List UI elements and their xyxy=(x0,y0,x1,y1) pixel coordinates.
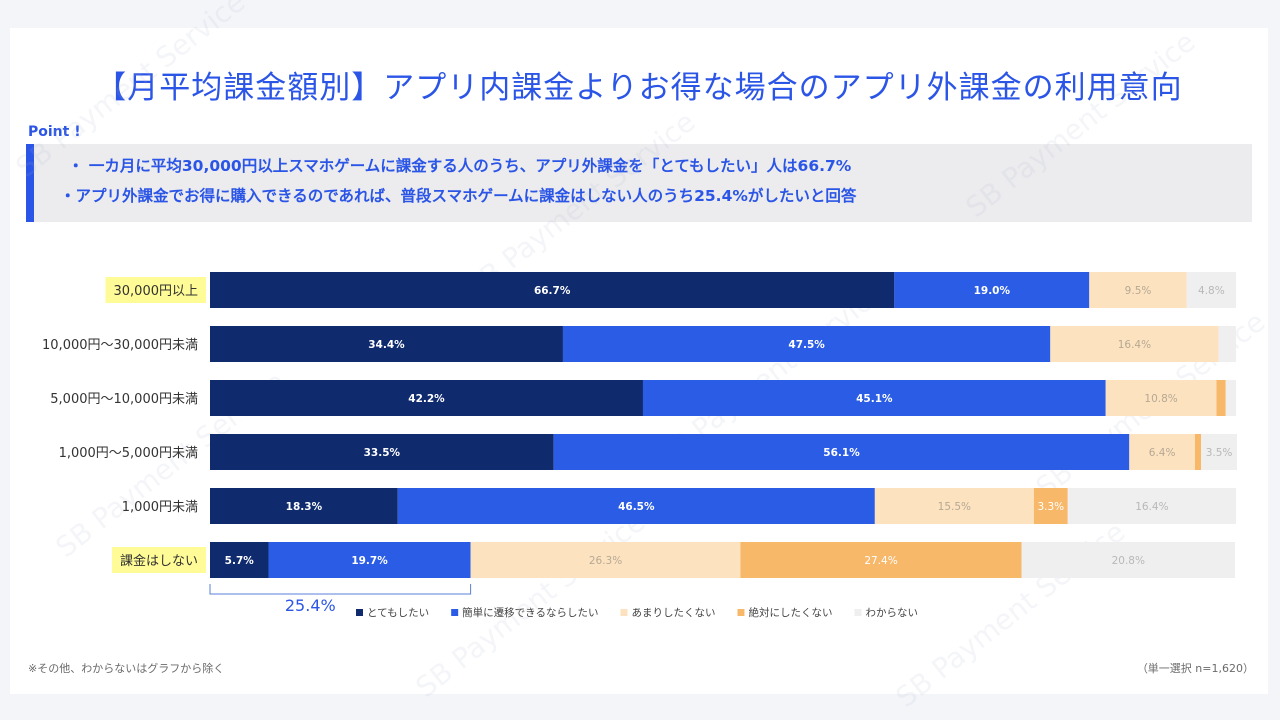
category-label: 30,000円以上 xyxy=(114,284,199,299)
legend-swatch xyxy=(737,609,745,616)
bar-segment xyxy=(874,488,1034,524)
sum-label: 25.4% xyxy=(285,596,336,615)
bar-segment xyxy=(1129,434,1195,470)
legend-label: あまりしたくない xyxy=(631,607,715,619)
data-label: 47.5% xyxy=(788,339,825,351)
bar-segment xyxy=(1225,380,1236,416)
data-label: 33.5% xyxy=(364,447,401,459)
bar-segment xyxy=(1033,488,1068,524)
data-label: 5.7% xyxy=(225,555,255,567)
legend-label: わからない xyxy=(865,607,918,619)
data-label: 6.4% xyxy=(1149,447,1176,459)
bar-segment xyxy=(210,326,563,362)
point-line-1: ・ 一カ月に平均30,000円以上スマホゲームに課金する人のうち、アプリ外課金を… xyxy=(68,157,852,175)
data-label: 4.8% xyxy=(1198,285,1225,297)
data-label: 66.7% xyxy=(534,285,571,297)
category-label: 1,000円〜5,000円未満 xyxy=(59,446,198,461)
page-title: 【月平均課金額別】アプリ内課金よりお得な場合のアプリ外課金の利用意向 xyxy=(95,70,1183,106)
data-label: 16.4% xyxy=(1135,501,1168,513)
category-highlight xyxy=(105,277,206,303)
bar-segment xyxy=(553,434,1130,470)
sample-note: （単一選択 n=1,620） xyxy=(1136,662,1254,675)
legend-label: 簡単に遷移できるならしたい xyxy=(462,606,598,619)
category-label: 課金はしない xyxy=(120,553,198,569)
category-label: 10,000円〜30,000円未満 xyxy=(42,338,198,353)
data-label: 19.7% xyxy=(351,555,388,567)
category-label: 5,000円〜10,000円未満 xyxy=(50,392,198,407)
data-label: 26.3% xyxy=(589,555,622,567)
slide: 【月平均課金額別】アプリ内課金よりお得な場合のアプリ外課金の利用意向 Point… xyxy=(10,0,1272,714)
footnote: ※その他、わからないはグラフから除く xyxy=(28,662,225,675)
legend-swatch xyxy=(854,609,862,616)
bar-segment xyxy=(1021,542,1235,578)
bar-segment xyxy=(1201,434,1238,470)
data-label: 45.1% xyxy=(856,393,893,405)
bar-segment xyxy=(642,380,1106,416)
data-label: 16.4% xyxy=(1118,339,1151,351)
bar-segment xyxy=(1186,272,1236,308)
legend-swatch xyxy=(620,609,628,616)
bar-segment xyxy=(1194,434,1202,470)
legend-label: とてもしたい xyxy=(367,607,429,619)
data-label: 3.3% xyxy=(1037,501,1064,513)
stacked-bar-chart: 30,000円以上 66.7% 19.0% 9.5% 4.8% 10,000円〜30,00… xyxy=(42,272,1238,619)
data-label: 56.1% xyxy=(823,447,860,459)
data-label: 27.4% xyxy=(864,555,897,567)
category-label: 1,000円未満 xyxy=(122,500,198,515)
point-box: ・ 一カ月に平均30,000円以上スマホゲームに課金する人のうち、アプリ外課金を… xyxy=(26,144,1252,222)
bar-segment xyxy=(210,380,643,416)
bar-segment xyxy=(1089,272,1187,308)
data-label: 10.8% xyxy=(1144,393,1177,405)
bar-segment xyxy=(210,434,554,470)
data-label: 42.2% xyxy=(408,393,445,405)
sum-bracket xyxy=(209,584,472,595)
data-label: 34.4% xyxy=(368,339,405,351)
data-label: 3.5% xyxy=(1206,447,1233,459)
data-label: 18.3% xyxy=(286,501,323,513)
bar-segment xyxy=(1067,488,1236,524)
bar-segment xyxy=(1105,380,1217,416)
bar-segment xyxy=(210,542,269,578)
bar-segment xyxy=(210,272,895,308)
legend-swatch xyxy=(356,609,363,616)
data-label: 46.5% xyxy=(618,501,655,513)
bar-segment xyxy=(894,272,1090,308)
data-label: 15.5% xyxy=(938,501,971,513)
data-label: 20.8% xyxy=(1112,555,1145,567)
bar-segment xyxy=(397,488,875,524)
data-label: 9.5% xyxy=(1125,285,1152,297)
point-line-2: ・アプリ外課金でお得に購入できるのであれば、普段スマホゲームに課金はしない人のう… xyxy=(60,187,857,205)
bar-segment xyxy=(268,542,471,578)
bar-segment xyxy=(1050,326,1219,362)
bar-segment xyxy=(210,488,398,524)
bar-segment xyxy=(562,326,1051,362)
data-label: 19.0% xyxy=(974,285,1011,297)
legend-label: 絶対にしたくない xyxy=(748,606,832,619)
bar-segment xyxy=(470,542,741,578)
bar-segment xyxy=(1216,380,1226,416)
bar-segment xyxy=(740,542,1022,578)
category-highlight xyxy=(111,547,206,573)
legend-swatch xyxy=(451,609,459,616)
point-label: Point ! xyxy=(28,124,81,140)
bar-segment xyxy=(1218,326,1236,362)
